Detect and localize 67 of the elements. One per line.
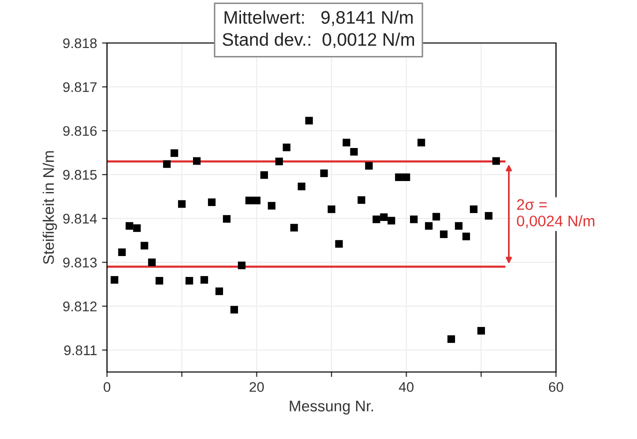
annotation: Mittelwert: 9,8141 N/m Stand dev.: 0,0012 N/m: [222, 10, 414, 48]
point: [208, 198, 216, 206]
x-axis-title: Messung Nr.: [290, 400, 373, 414]
point: [454, 222, 463, 230]
point: [298, 182, 306, 190]
point: [484, 212, 492, 220]
point: [424, 222, 433, 230]
point: [170, 149, 178, 157]
point: [222, 215, 231, 223]
point: [230, 306, 238, 314]
point: [395, 173, 403, 182]
x-tick-label: 0: [104, 382, 110, 392]
point: [470, 205, 478, 214]
point: [252, 196, 260, 204]
y-tick-label: 9.818: [63, 38, 97, 48]
point: [402, 173, 410, 182]
point: [215, 287, 224, 296]
x-tick-label: 20: [250, 382, 264, 392]
y-tick-label: 9.812: [63, 302, 97, 312]
point: [148, 258, 156, 266]
point: [275, 158, 283, 166]
point: [342, 138, 350, 146]
point: [126, 222, 134, 230]
point: [156, 276, 164, 285]
point: [417, 138, 426, 146]
point: [388, 216, 396, 224]
point: [186, 276, 194, 285]
y-tick-label: 9.813: [63, 258, 97, 268]
point: [118, 248, 126, 256]
y-axis-title: Steifigkeit in N/m: [42, 151, 57, 264]
point: [305, 116, 313, 124]
point: [178, 200, 186, 208]
point: [133, 224, 141, 232]
point: [238, 262, 246, 270]
point: [372, 216, 380, 224]
y-tick-label: 9.811: [64, 345, 97, 356]
point: [268, 202, 276, 210]
point: [440, 230, 448, 238]
point: [163, 160, 171, 168]
point: [290, 224, 298, 232]
point: [110, 276, 118, 284]
point: [335, 240, 343, 248]
point: [410, 216, 418, 224]
point: [320, 169, 328, 178]
point: [200, 276, 208, 284]
point: [140, 242, 148, 250]
point: [245, 196, 253, 204]
y-tick-label: 9.816: [63, 126, 97, 136]
point: [432, 212, 440, 221]
point: [477, 326, 485, 335]
point: [462, 232, 470, 240]
point: [282, 144, 290, 152]
point: [380, 213, 388, 221]
x-tick-label: 40: [398, 382, 414, 392]
annotation: 2σ = 0,0024 N/m: [516, 199, 594, 228]
point: [328, 205, 336, 214]
y-tick-label: 9.814: [63, 214, 97, 224]
point: [350, 148, 358, 156]
point: [492, 157, 500, 165]
point: [365, 162, 373, 170]
point: [358, 196, 366, 204]
y-tick-label: 9.817: [63, 82, 97, 92]
point: [192, 157, 201, 165]
y-tick-label: 9.815: [63, 170, 97, 180]
x-tick-label: 60: [548, 382, 564, 392]
point: [260, 171, 268, 179]
point: [447, 335, 456, 343]
